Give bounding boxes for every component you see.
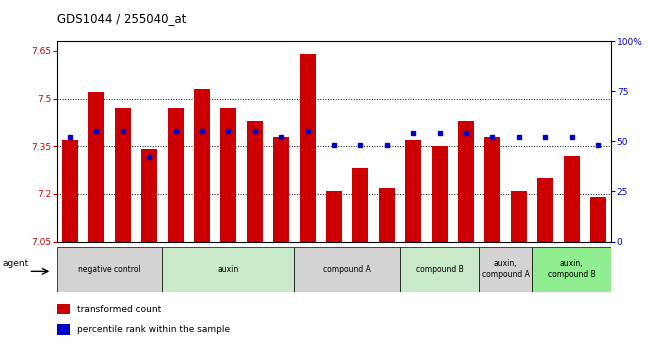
Text: auxin: auxin	[218, 265, 239, 274]
Bar	[57, 304, 70, 314]
Bar	[168, 108, 184, 242]
Text: GDS1044 / 255040_at: GDS1044 / 255040_at	[57, 12, 186, 25]
Bar	[400, 247, 479, 292]
Bar	[57, 324, 70, 335]
Bar	[458, 121, 474, 241]
Bar	[141, 149, 157, 241]
Bar	[57, 247, 162, 292]
Bar	[300, 54, 315, 241]
Text: percentile rank within the sample: percentile rank within the sample	[77, 325, 230, 334]
Text: auxin,
compound A: auxin, compound A	[482, 259, 530, 279]
Text: auxin,
compound B: auxin, compound B	[548, 259, 595, 279]
Bar	[590, 197, 606, 241]
Bar	[537, 178, 553, 242]
Text: compound B: compound B	[415, 265, 464, 274]
Bar	[511, 191, 527, 242]
Bar	[273, 137, 289, 242]
Text: compound A: compound A	[323, 265, 371, 274]
Bar	[162, 247, 295, 292]
Bar	[484, 137, 500, 242]
Text: transformed count: transformed count	[77, 305, 161, 314]
Bar	[353, 168, 368, 241]
Text: negative control: negative control	[78, 265, 141, 274]
Bar	[326, 191, 342, 242]
Text: agent: agent	[3, 259, 29, 268]
Bar	[62, 140, 78, 242]
Bar	[88, 92, 104, 242]
Bar	[115, 108, 131, 242]
Bar	[247, 121, 263, 241]
Bar	[479, 247, 532, 292]
Bar	[432, 146, 448, 242]
Bar	[220, 108, 236, 242]
Bar	[379, 187, 395, 241]
Bar	[405, 140, 421, 242]
Bar	[194, 89, 210, 242]
Bar	[532, 247, 611, 292]
Bar	[564, 156, 580, 242]
Bar	[295, 247, 400, 292]
